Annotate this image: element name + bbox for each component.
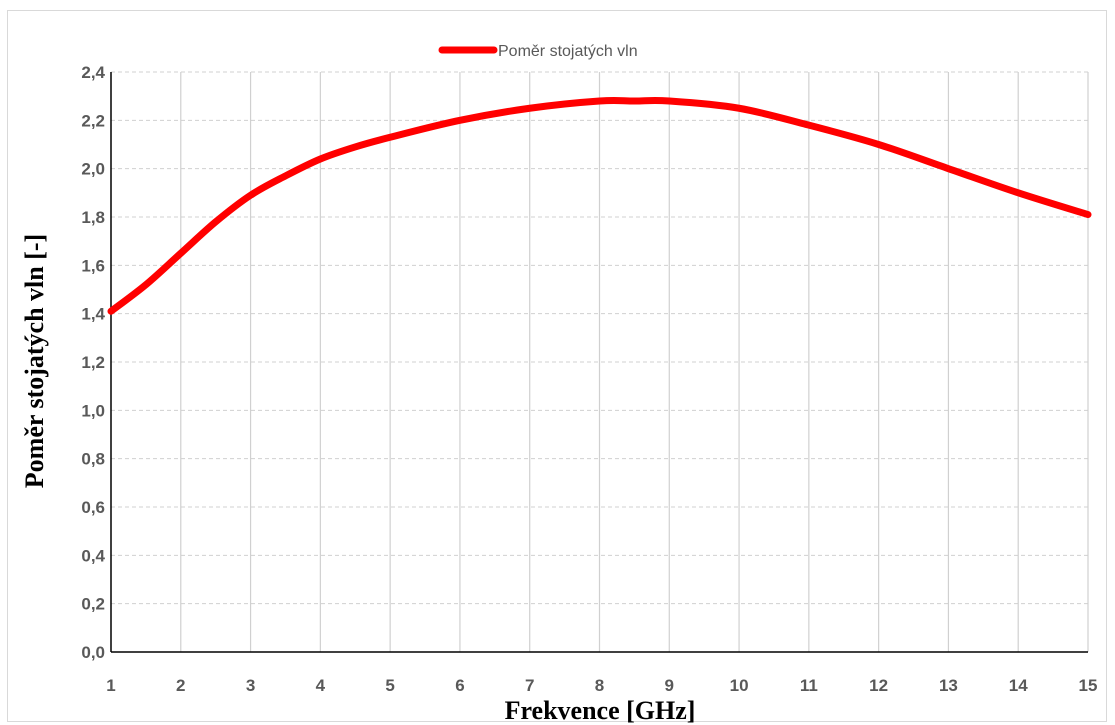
x-tick-label: 11 xyxy=(800,676,818,695)
x-tick-label: 4 xyxy=(316,676,326,695)
axis-layer xyxy=(110,72,1088,653)
y-axis-title: Poměr stojatých vln [-] xyxy=(20,234,49,488)
series-layer xyxy=(107,96,1092,315)
y-tick-label: 1,6 xyxy=(81,256,105,275)
y-tick-label: 2,2 xyxy=(81,111,105,130)
x-tick-label: 2 xyxy=(176,676,185,695)
y-tick-label: 0,6 xyxy=(81,498,105,517)
y-tick-label: 2,0 xyxy=(81,160,105,179)
grid-layer xyxy=(111,71,1089,652)
series-line xyxy=(107,96,1092,315)
y-tick-label: 0,4 xyxy=(81,546,105,565)
x-axis-title: Frekvence [GHz] xyxy=(505,696,696,725)
y-tick-label: 0,0 xyxy=(81,643,105,662)
x-tick-label: 5 xyxy=(385,676,394,695)
y-tick-label: 1,8 xyxy=(81,208,105,227)
y-tick-label: 1,4 xyxy=(81,305,105,324)
y-tick-label: 0,8 xyxy=(81,450,105,469)
x-tick-label: 3 xyxy=(246,676,255,695)
x-tick-label: 10 xyxy=(730,676,749,695)
x-tick-label: 14 xyxy=(1009,676,1028,695)
y-tick-label: 2,4 xyxy=(81,63,105,82)
legend: Poměr stojatých vln xyxy=(438,43,638,60)
tick-labels: 0,0 0,2 0,4 0,6 0,8 1,0 1,2 1,4 1,6 1,8 2,0 2,2 2,4 1… xyxy=(81,63,1097,695)
x-tick-label: 7 xyxy=(525,676,534,695)
x-tick-label: 8 xyxy=(595,676,604,695)
x-tick-label: 12 xyxy=(869,676,888,695)
x-tick-label: 9 xyxy=(665,676,674,695)
y-tick-label: 0,2 xyxy=(81,595,105,614)
x-tick-label: 13 xyxy=(939,676,958,695)
x-tick-label: 6 xyxy=(455,676,464,695)
x-tick-label: 1 xyxy=(106,676,115,695)
x-tick-label: 15 xyxy=(1079,676,1098,695)
y-tick-label: 1,2 xyxy=(81,353,105,372)
y-tick-label: 1,0 xyxy=(81,401,105,420)
legend-label: Poměr stojatých vln xyxy=(498,43,638,60)
